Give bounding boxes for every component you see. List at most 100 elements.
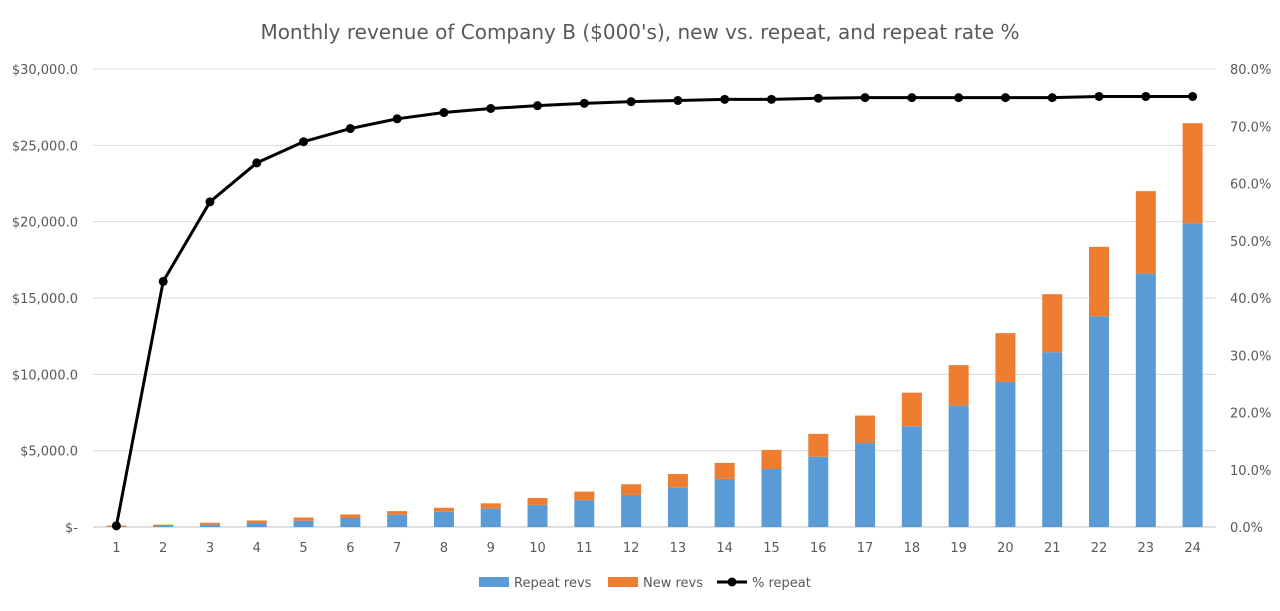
bar-new-revs (1089, 246, 1110, 317)
line-point (673, 95, 683, 105)
x-tick-label: 17 (857, 541, 874, 556)
bar-new-revs (153, 524, 174, 527)
bar-new-revs (574, 491, 595, 501)
bar-new-revs (714, 462, 735, 479)
legend-label-repeat-revs: Repeat revs (514, 576, 592, 591)
line-point (813, 93, 823, 103)
right-tick-label: 20.0% (1230, 407, 1271, 422)
bar-new-revs (1182, 123, 1203, 224)
x-tick-label: 24 (1184, 541, 1201, 556)
legend-label-new-revs: New revs (643, 576, 703, 591)
bar-repeat-revs (480, 508, 501, 527)
bar-repeat-revs (1135, 273, 1156, 527)
bar-repeat-revs (340, 517, 361, 527)
x-tick-label: 2 (159, 541, 167, 556)
bar-repeat-revs (621, 494, 642, 527)
right-tick-label: 50.0% (1230, 235, 1271, 250)
bar-new-revs (527, 497, 548, 505)
left-tick-label: $30,000.0 (12, 63, 78, 78)
legend-swatch-repeat-revs (479, 577, 509, 587)
chart-title: Monthly revenue of Company B ($000's), n… (260, 20, 1019, 44)
bar-new-revs (901, 392, 922, 427)
bar-repeat-revs (1042, 352, 1063, 527)
line-point (1047, 93, 1057, 103)
x-tick-label: 8 (440, 541, 448, 556)
x-tick-label: 1 (112, 541, 120, 556)
bar-repeat-revs (433, 511, 454, 527)
bar-repeat-revs (714, 478, 735, 527)
x-tick-label: 22 (1091, 541, 1108, 556)
left-tick-label: $20,000.0 (12, 216, 78, 231)
x-tick-label: 10 (529, 541, 546, 556)
x-tick-label: 18 (904, 541, 921, 556)
left-tick-label: $15,000.0 (12, 292, 78, 307)
line-point (299, 137, 309, 147)
legend-marker-repeat-rate (727, 577, 737, 587)
line-point (954, 93, 964, 103)
line-point (1000, 93, 1010, 103)
bar-new-revs (480, 503, 501, 509)
x-tick-label: 16 (810, 541, 827, 556)
legend: Repeat revs New revs % repeat (479, 576, 811, 591)
right-tick-label: 30.0% (1230, 349, 1271, 364)
x-tick-label: 7 (393, 541, 401, 556)
bar-repeat-revs (901, 426, 922, 527)
x-tick-label: 14 (716, 541, 733, 556)
gridlines (93, 68, 1216, 452)
line-point (392, 114, 402, 124)
legend-swatch-new-revs (608, 577, 638, 587)
bar-repeat-revs (808, 456, 829, 527)
right-tick-label: 70.0% (1230, 120, 1271, 135)
x-tick-label: 23 (1138, 541, 1155, 556)
x-tick-label: 12 (623, 541, 640, 556)
bar-repeat-revs (667, 487, 688, 527)
bar-repeat-revs (1182, 223, 1203, 527)
bar-new-revs (808, 433, 829, 457)
x-tick-label: 3 (206, 541, 214, 556)
line-point (860, 93, 870, 103)
left-tick-label: $5,000.0 (20, 445, 78, 460)
left-tick-label: $10,000.0 (12, 368, 78, 383)
bar-new-revs (995, 333, 1016, 382)
left-tick-label: $- (65, 521, 78, 536)
right-tick-label: 80.0% (1230, 63, 1271, 78)
bar-new-revs (1042, 294, 1063, 353)
line-point (111, 521, 121, 531)
x-tick-label: 20 (997, 541, 1014, 556)
x-tick-label: 13 (670, 541, 687, 556)
x-tick-label: 21 (1044, 541, 1061, 556)
line-point (1188, 91, 1198, 101)
line-point (252, 158, 262, 168)
x-tick-label: 15 (763, 541, 780, 556)
bar-new-revs (387, 511, 408, 515)
bar-repeat-revs (387, 514, 408, 527)
bar-new-revs (340, 514, 361, 518)
left-tick-label: $25,000.0 (12, 139, 78, 154)
bar-new-revs (855, 415, 876, 444)
bar-new-revs (199, 522, 220, 525)
x-tick-label: 4 (253, 541, 261, 556)
x-tick-label: 6 (346, 541, 354, 556)
line-point (439, 108, 449, 118)
bar-repeat-revs (948, 405, 969, 527)
bar-repeat-revs (855, 443, 876, 527)
bar-repeat-revs (293, 520, 314, 527)
line-point (158, 276, 168, 286)
bar-repeat-revs (527, 504, 548, 527)
right-tick-label: 60.0% (1230, 178, 1271, 193)
x-tick-label: 5 (299, 541, 307, 556)
bar-repeat-revs (199, 524, 220, 527)
line-point (205, 197, 215, 207)
bar-repeat-revs (153, 526, 174, 527)
right-axis-ticks: 0.0% 10.0% 20.0% 30.0% 40.0% 50.0% 60.0% 70.0% 8… (1230, 63, 1271, 536)
bar-new-revs (433, 507, 454, 512)
bar-new-revs (293, 517, 314, 521)
x-axis-ticks: 1 2 3 4 5 6 7 8 9 10 11 12 13 14 15 16 17 18 19 20 21 22 23 24 (112, 541, 1201, 556)
x-tick-label: 9 (487, 541, 495, 556)
line-point (1094, 91, 1104, 101)
bar-new-revs (948, 365, 969, 406)
legend-label-repeat-rate: % repeat (752, 576, 811, 591)
left-axis-ticks: $- $5,000.0 $10,000.0 $15,000.0 $20,000.0 $25… (12, 63, 78, 536)
line-point (766, 94, 776, 104)
bar-repeat-revs (995, 381, 1016, 527)
